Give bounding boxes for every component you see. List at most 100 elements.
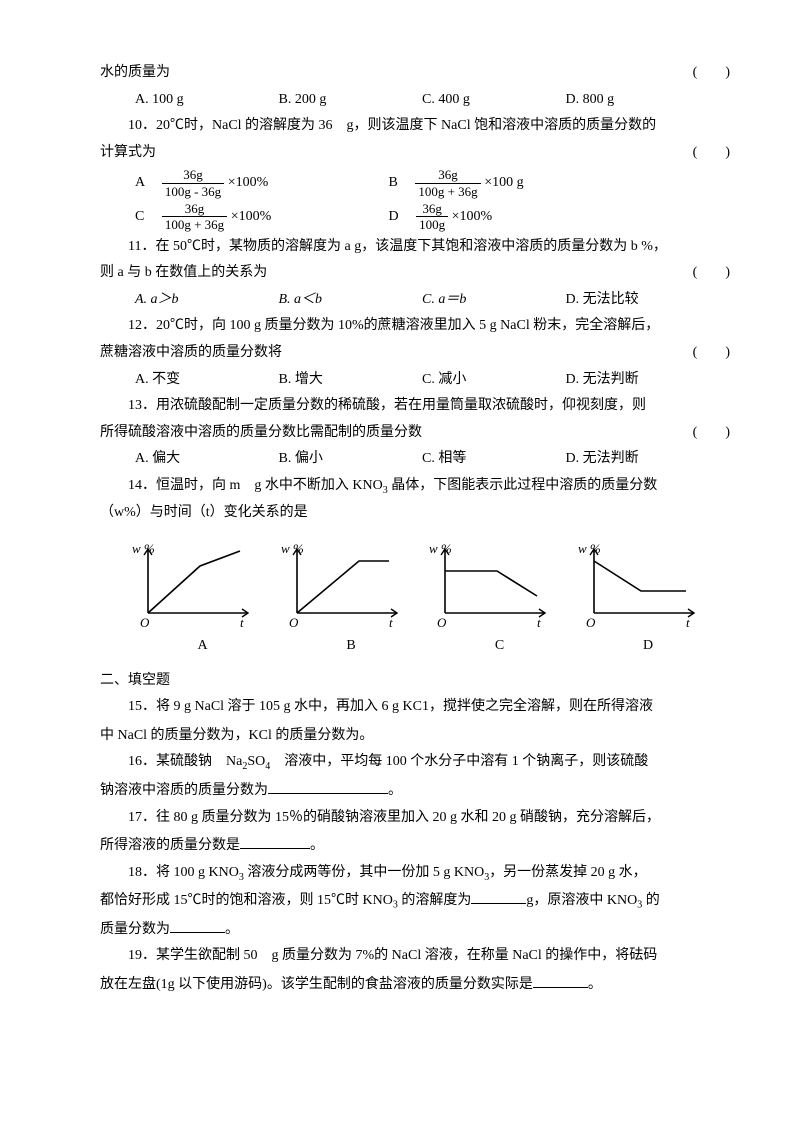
chart-a-curve (148, 551, 240, 613)
q11-stem2: 则 a 与 b 在数值上的关系为 (100, 265, 267, 280)
q15-stem2: 中 NaCl 的质量分数为，KCl 的质量分数为。 (100, 721, 730, 749)
q10-stem2-line: 计算式为 ( ) (100, 140, 730, 167)
q10-b-frac: 36g100g + 36g (415, 167, 480, 199)
q9-opt-d: D. 800 g (566, 87, 706, 114)
q14-stem1: 14．恒温时，向 m g 水中不断加入 KNO3 晶体，下图能表示此过程中溶质的… (100, 473, 730, 500)
q13-opt-a: A. 偏大 (135, 446, 275, 473)
q19-stem2: 放在左盘(1g 以下使用游码)。该学生配制的食盐溶液的质量分数实际是。 (100, 970, 730, 998)
chart-b-origin: O (289, 615, 299, 630)
chart-c-curve (445, 571, 537, 596)
q18-blank1 (471, 886, 526, 904)
q9-opt-b: B. 200 g (279, 87, 419, 114)
q10-b-label: B (389, 175, 398, 190)
q11-stem1: 11．在 50℃时，某物质的溶解度为 a g，该温度下其饱和溶液中溶质的质量分数… (100, 234, 730, 261)
chart-b-svg: w % O t (279, 541, 409, 631)
q11-opt-d: D. 无法比较 (566, 287, 706, 314)
chart-d-xlabel: t (686, 615, 690, 630)
q10-c-label: C (135, 209, 144, 224)
q12-stem2-line: 蔗糖溶液中溶质的质量分数将 ( ) (100, 340, 730, 367)
q12-options: A. 不变 B. 增大 C. 减小 D. 无法判断 (100, 367, 730, 394)
chart-d: w % O t D (576, 541, 721, 660)
q11-options: A. a＞b B. a＜b C. a＝b D. 无法比较 (100, 287, 730, 314)
q10-stem2: 计算式为 (100, 145, 156, 160)
q10-formula-row2: C 36g100g + 36g ×100% D 36g100g ×100% (100, 200, 730, 234)
chart-a-xlabel: t (240, 615, 244, 630)
q11-paren: ( ) (693, 260, 730, 287)
q10-formula-d: D 36g100g ×100% (389, 200, 639, 234)
q13-opt-b: B. 偏小 (279, 446, 419, 473)
q10-c-frac: 36g100g + 36g (162, 201, 227, 233)
q16-stem1: 16．某硫酸钠 Na2SO4 溶液中，平均每 100 个水分子中溶有 1 个钠离… (100, 749, 730, 776)
q13-stem2-line: 所得硫酸溶液中溶质的质量分数比需配制的质量分数 ( ) (100, 420, 730, 447)
q13-options: A. 偏大 B. 偏小 C. 相等 D. 无法判断 (100, 446, 730, 473)
q11-opt-c: C. a＝b (422, 287, 562, 314)
q13-opt-c: C. 相等 (422, 446, 562, 473)
q12-opt-d: D. 无法判断 (566, 367, 706, 394)
q13-stem1: 13．用浓硫酸配制一定质量分数的稀硫酸，若在用量筒量取浓硫酸时，仰视刻度，则 (100, 393, 730, 420)
q13-paren: ( ) (693, 420, 730, 447)
chart-d-label: D (576, 633, 721, 660)
q19-stem1: 19．某学生欲配制 50 g 质量分数为 7%的 NaCl 溶液，在称量 NaC… (100, 943, 730, 970)
q18-stem1: 18．将 100 g KNO3 溶液分成两等份，其中一份加 5 g KNO3，另… (100, 860, 730, 887)
chart-a-label: A (130, 633, 275, 660)
q10-stem1: 10．20℃时，NaCl 的溶解度为 36 g，则该温度下 NaCl 饱和溶液中… (100, 113, 730, 140)
q12-paren: ( ) (693, 340, 730, 367)
q10-b-tail: ×100 g (484, 175, 523, 190)
chart-c-label: C (427, 633, 572, 660)
q12-stem1: 12．20℃时，向 100 g 质量分数为 10%的蔗糖溶液里加入 5 g Na… (100, 313, 730, 340)
chart-a-origin: O (140, 615, 150, 630)
q13-stem2: 所得硫酸溶液中溶质的质量分数比需配制的质量分数 (100, 425, 422, 440)
q15-stem1: 15．将 9 g NaCl 溶于 105 g 水中，再加入 6 g KC1，搅拌… (100, 694, 730, 721)
q12-opt-c: C. 减小 (422, 367, 562, 394)
q9-opt-c: C. 400 g (422, 87, 562, 114)
chart-b-curve (297, 561, 389, 613)
q9-opt-a: A. 100 g (135, 87, 275, 114)
chart-d-curve (594, 561, 686, 591)
q9-stem: 水的质量为 ( ) (100, 60, 730, 87)
q18-stem2: 都恰好形成 15℃时的饱和溶液，则 15℃时 KNO3 的溶解度为g，原溶液中 … (100, 886, 730, 915)
chart-c-svg: w % O t (427, 541, 557, 631)
q12-opt-a: A. 不变 (135, 367, 275, 394)
q16-stem2: 钠溶液中溶质的质量分数为。 (100, 776, 730, 804)
q10-d-frac: 36g100g (416, 201, 448, 233)
q10-a-tail: ×100% (228, 175, 269, 190)
q17-stem1: 17．往 80 g 质量分数为 15％的硝酸钠溶液里加入 20 g 水和 20 … (100, 805, 730, 832)
chart-c-origin: O (437, 615, 447, 630)
chart-c-xlabel: t (537, 615, 541, 630)
q11-stem2-line: 则 a 与 b 在数值上的关系为 ( ) (100, 260, 730, 287)
chart-d-origin: O (586, 615, 596, 630)
q9-paren: ( ) (693, 60, 730, 87)
q12-stem2: 蔗糖溶液中溶质的质量分数将 (100, 345, 282, 360)
q11-opt-a: A. a＞b (135, 287, 275, 314)
chart-b: w % O t B (279, 541, 424, 660)
q9-options: A. 100 g B. 200 g C. 400 g D. 800 g (100, 87, 730, 114)
q10-a-frac: 36g100g - 36g (162, 167, 224, 199)
chart-d-svg: w % O t (576, 541, 706, 631)
chart-c: w % O t C (427, 541, 572, 660)
q16-blank (268, 776, 388, 794)
q14-charts: w % O t A w % O t B w % (130, 541, 730, 660)
q10-formula-a: A 36g100g - 36g ×100% (135, 166, 385, 200)
q17-blank (240, 831, 310, 849)
q10-formula-b: B 36g100g + 36g ×100 g (389, 166, 639, 200)
q18-stem3: 质量分数为。 (100, 915, 730, 943)
q10-paren: ( ) (693, 140, 730, 167)
q18-blank2 (170, 915, 225, 933)
q10-d-tail: ×100% (452, 209, 493, 224)
q10-a-label: A (135, 175, 144, 190)
q19-blank (533, 970, 588, 988)
chart-b-xlabel: t (389, 615, 393, 630)
chart-a: w % O t A (130, 541, 275, 660)
q10-formula-c: C 36g100g + 36g ×100% (135, 200, 385, 234)
q14-stem2: （w%）与时间（t）变化关系的是 (100, 500, 730, 527)
chart-a-svg: w % O t (130, 541, 260, 631)
section2-heading: 二、填空题 (100, 668, 730, 695)
q13-opt-d: D. 无法判断 (566, 446, 706, 473)
q12-opt-b: B. 增大 (279, 367, 419, 394)
q17-stem2: 所得溶液的质量分数是。 (100, 831, 730, 859)
q10-d-label: D (389, 209, 399, 224)
q9-text: 水的质量为 (100, 65, 170, 80)
q10-c-tail: ×100% (231, 209, 272, 224)
q10-formula-row1: A 36g100g - 36g ×100% B 36g100g + 36g ×1… (100, 166, 730, 200)
chart-b-label: B (279, 633, 424, 660)
